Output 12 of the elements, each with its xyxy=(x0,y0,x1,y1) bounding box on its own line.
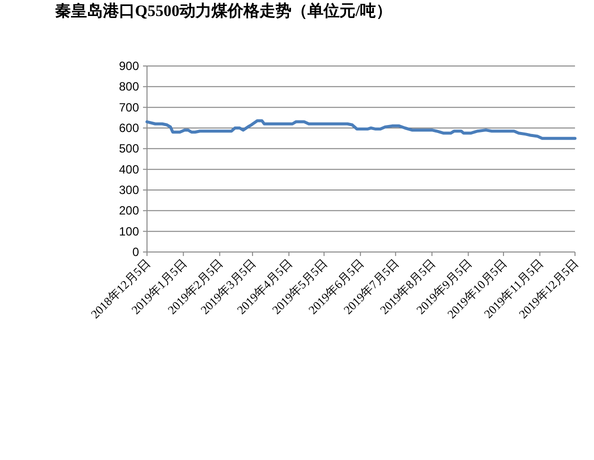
y-tick-label: 200 xyxy=(118,204,140,218)
y-tick-label: 500 xyxy=(118,142,140,156)
y-tick-label: 400 xyxy=(118,162,140,176)
y-tick-label: 800 xyxy=(118,80,140,94)
y-tick-label: 300 xyxy=(118,183,140,197)
y-tick-label: 700 xyxy=(118,100,140,114)
y-tick-label: 0 xyxy=(132,245,140,259)
y-tick-label: 900 xyxy=(118,59,140,73)
y-tick-label: 600 xyxy=(118,121,140,135)
chart-title: 秦皇岛港口Q5500动力煤价格走势（单位元/吨） xyxy=(55,2,392,20)
line-series xyxy=(146,119,576,140)
y-tick-label: 100 xyxy=(118,224,140,238)
